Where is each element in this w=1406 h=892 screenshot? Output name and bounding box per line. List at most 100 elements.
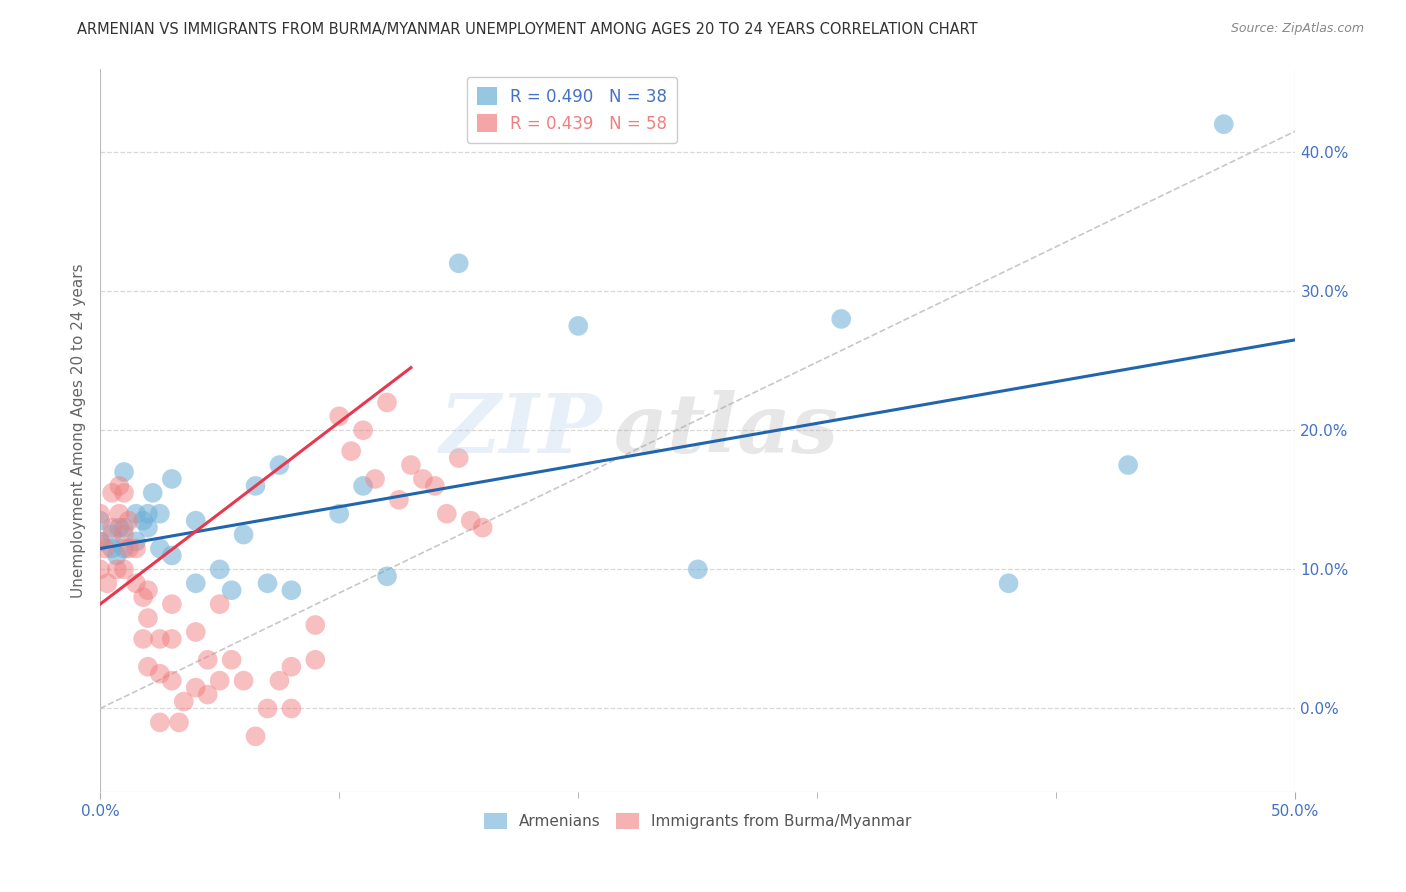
Point [412, 472, 434, 486]
Point [101, 541, 124, 556]
Point [436, 507, 458, 521]
Point [112, 562, 135, 576]
Text: Source: ZipAtlas.com: Source: ZipAtlas.com [1230, 22, 1364, 36]
Point [173, 694, 195, 708]
Legend: Armenians, Immigrants from Burma/Myanmar: Armenians, Immigrants from Burma/Myanmar [478, 806, 918, 835]
Point [136, 521, 159, 535]
Point [208, 562, 231, 576]
Point [184, 576, 207, 591]
Point [142, 486, 165, 500]
Point [471, 521, 494, 535]
Point [108, 521, 131, 535]
Point [112, 527, 135, 541]
Point [101, 486, 124, 500]
Point [105, 562, 128, 576]
Point [197, 653, 219, 667]
Point [89, 534, 111, 549]
Point [399, 458, 422, 472]
Point [447, 451, 470, 466]
Point [94, 541, 117, 556]
Point [208, 597, 231, 611]
Point [997, 576, 1019, 591]
Point [112, 486, 135, 500]
Point [686, 562, 709, 576]
Point [136, 611, 159, 625]
Point [108, 479, 131, 493]
Point [112, 465, 135, 479]
Point [160, 549, 183, 563]
Point [136, 583, 159, 598]
Point [105, 549, 128, 563]
Point [112, 541, 135, 556]
Point [328, 409, 350, 424]
Point [184, 514, 207, 528]
Point [232, 673, 254, 688]
Point [160, 472, 183, 486]
Point [89, 507, 111, 521]
Text: ZIP: ZIP [440, 390, 602, 470]
Point [149, 632, 172, 646]
Point [245, 479, 267, 493]
Point [184, 681, 207, 695]
Point [160, 597, 183, 611]
Point [460, 514, 482, 528]
Point [184, 624, 207, 639]
Point [125, 507, 148, 521]
Point [89, 514, 111, 528]
Point [89, 562, 111, 576]
Point [221, 583, 243, 598]
Point [280, 659, 302, 673]
Point [352, 423, 374, 437]
Point [304, 653, 326, 667]
Y-axis label: Unemployment Among Ages 20 to 24 years: Unemployment Among Ages 20 to 24 years [72, 263, 86, 598]
Point [447, 256, 470, 270]
Point [256, 701, 278, 715]
Point [1116, 458, 1139, 472]
Point [125, 541, 148, 556]
Point [108, 507, 131, 521]
Point [269, 458, 291, 472]
Point [149, 507, 172, 521]
Point [167, 715, 190, 730]
Point [132, 590, 155, 604]
Point [197, 688, 219, 702]
Point [136, 507, 159, 521]
Point [328, 507, 350, 521]
Point [132, 632, 155, 646]
Point [375, 569, 398, 583]
Point [340, 444, 363, 458]
Point [101, 521, 124, 535]
Point [423, 479, 446, 493]
Point [136, 659, 159, 673]
Point [149, 715, 172, 730]
Point [125, 534, 148, 549]
Point [280, 583, 302, 598]
Point [149, 541, 172, 556]
Point [221, 653, 243, 667]
Point [89, 534, 111, 549]
Point [256, 576, 278, 591]
Point [375, 395, 398, 409]
Point [132, 514, 155, 528]
Point [245, 729, 267, 743]
Point [352, 479, 374, 493]
Point [364, 472, 387, 486]
Point [208, 673, 231, 688]
Point [280, 701, 302, 715]
Point [232, 527, 254, 541]
Point [269, 673, 291, 688]
Point [96, 576, 118, 591]
Point [118, 514, 141, 528]
Point [149, 666, 172, 681]
Text: atlas: atlas [614, 390, 839, 470]
Point [160, 632, 183, 646]
Text: ARMENIAN VS IMMIGRANTS FROM BURMA/MYANMAR UNEMPLOYMENT AMONG AGES 20 TO 24 YEARS: ARMENIAN VS IMMIGRANTS FROM BURMA/MYANMA… [77, 22, 979, 37]
Point [125, 576, 148, 591]
Point [112, 521, 135, 535]
Point [1212, 117, 1234, 131]
Point [567, 318, 589, 333]
Point [304, 618, 326, 632]
Point [388, 492, 411, 507]
Point [830, 312, 852, 326]
Point [101, 527, 124, 541]
